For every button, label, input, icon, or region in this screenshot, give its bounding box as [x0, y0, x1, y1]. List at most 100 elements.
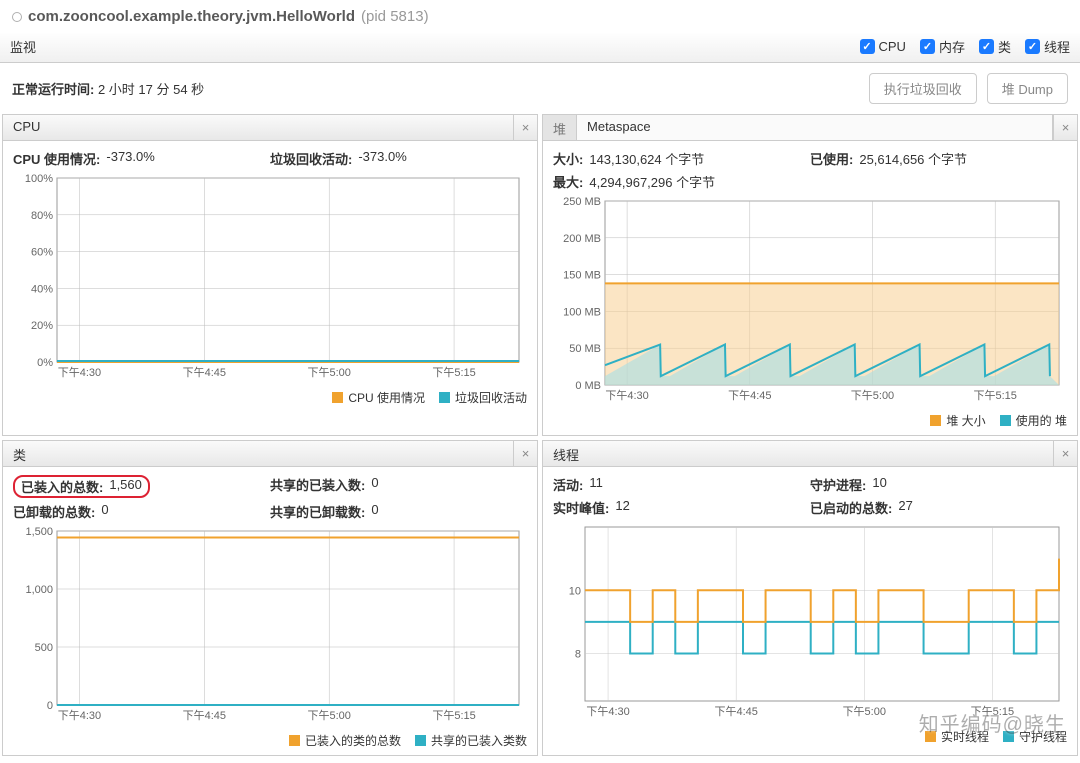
stat: 垃圾回收活动:-373.0%: [270, 147, 527, 170]
svg-text:下午5:15: 下午5:15: [971, 705, 1014, 718]
svg-text:20%: 20%: [31, 320, 53, 332]
tab-heap[interactable]: 堆: [543, 115, 577, 140]
svg-text:100 MB: 100 MB: [563, 306, 601, 318]
uptime-label: 正常运行时间:: [12, 82, 94, 97]
svg-text:下午4:30: 下午4:30: [586, 705, 629, 718]
stat: CPU 使用情况:-373.0%: [13, 147, 270, 170]
monitor-label: 监视: [10, 37, 36, 56]
svg-text:下午5:15: 下午5:15: [432, 366, 475, 379]
svg-text:下午4:45: 下午4:45: [183, 709, 226, 722]
svg-text:500: 500: [35, 642, 53, 654]
legend-item: CPU 使用情况: [332, 389, 425, 406]
stat: 实时峰值:12: [553, 496, 810, 519]
check-icon: ✓: [1025, 39, 1040, 54]
stat: 最大:4,294,967,296 个字节: [553, 170, 810, 193]
heap-dump-button[interactable]: 堆 Dump: [987, 73, 1068, 104]
svg-text:150 MB: 150 MB: [563, 270, 601, 282]
close-icon[interactable]: ×: [1053, 115, 1077, 140]
legend-item: 已装入的类的总数: [289, 732, 401, 749]
classes-stats: 已装入的总数:1,560共享的已装入数:0已卸载的总数:0共享的已卸载数:0: [3, 467, 537, 525]
checkbox-内存[interactable]: ✓内存: [920, 37, 965, 56]
stat: 已使用:25,614,656 个字节: [810, 147, 1067, 170]
svg-text:1,500: 1,500: [25, 526, 53, 538]
window-title-bar: com.zooncool.example.theory.jvm.HelloWor…: [0, 0, 1080, 33]
svg-text:80%: 80%: [31, 210, 53, 222]
legend-item: 实时线程: [925, 728, 989, 745]
threads-legend: 实时线程守护线程: [543, 726, 1077, 751]
cpu-stats: CPU 使用情况:-373.0%垃圾回收活动:-373.0%: [3, 141, 537, 172]
heap-stats: 大小:143,130,624 个字节已使用:25,614,656 个字节最大:4…: [543, 141, 1077, 195]
svg-text:0 MB: 0 MB: [575, 380, 601, 392]
checkbox-CPU[interactable]: ✓CPU: [860, 37, 906, 56]
svg-text:下午5:00: 下午5:00: [843, 705, 886, 718]
cpu-panel-title: CPU: [3, 115, 513, 140]
classes-panel-title: 类: [3, 441, 513, 466]
stat: 大小:143,130,624 个字节: [553, 147, 810, 170]
svg-text:下午4:30: 下午4:30: [58, 709, 101, 722]
status-dot-icon: [12, 12, 22, 22]
threads-chart: 10 8 下午4:30 下午4:45 下午5:00 下午5:15: [549, 521, 1065, 721]
process-title: com.zooncool.example.theory.jvm.HelloWor…: [28, 8, 355, 25]
stat: 守护进程:10: [810, 473, 1067, 496]
stat: 已启动的总数:27: [810, 496, 1067, 519]
monitor-checkboxes: ✓CPU ✓内存 ✓类 ✓线程: [860, 37, 1071, 56]
threads-panel-title: 线程: [543, 441, 1053, 466]
cpu-legend: CPU 使用情况垃圾回收活动: [3, 387, 537, 412]
legend-item: 守护线程: [1003, 728, 1067, 745]
stat: 共享的已卸载数:0: [270, 500, 527, 523]
monitor-bar: 监视 ✓CPU ✓内存 ✓类 ✓线程: [0, 33, 1080, 63]
stat: 共享的已装入数:0: [270, 473, 527, 500]
classes-panel: 类 × 已装入的总数:1,560共享的已装入数:0已卸载的总数:0共享的已卸载数…: [2, 440, 538, 756]
svg-text:200 MB: 200 MB: [563, 233, 601, 245]
panels-grid: CPU × CPU 使用情况:-373.0%垃圾回收活动:-373.0% 100…: [0, 114, 1080, 756]
legend-item: 堆 大小: [930, 412, 985, 429]
stat: 已卸载的总数:0: [13, 500, 270, 523]
svg-text:40%: 40%: [31, 283, 53, 295]
svg-text:下午5:00: 下午5:00: [307, 366, 350, 379]
svg-text:250 MB: 250 MB: [563, 196, 601, 208]
tab-metaspace[interactable]: Metaspace: [577, 115, 1053, 140]
svg-text:8: 8: [575, 649, 581, 661]
legend-item: 共享的已装入类数: [415, 732, 527, 749]
svg-text:下午4:45: 下午4:45: [728, 389, 771, 402]
classes-legend: 已装入的类的总数共享的已装入类数: [3, 730, 537, 755]
uptime-value: 2 小时 17 分 54 秒: [98, 82, 204, 97]
svg-text:下午5:00: 下午5:00: [851, 389, 894, 402]
legend-item: 使用的 堆: [1000, 412, 1067, 429]
svg-text:60%: 60%: [31, 247, 53, 259]
threads-panel: 线程 × 活动:11守护进程:10实时峰值:12已启动的总数:27 10 8 下午4…: [542, 440, 1078, 756]
classes-chart: 1,500 1,000 500 0 下午4:30 下午4:45 下午5:00 下午5:15: [9, 525, 525, 725]
svg-text:下午4:30: 下午4:30: [58, 366, 101, 379]
svg-text:1,000: 1,000: [25, 584, 53, 596]
svg-text:50 MB: 50 MB: [569, 343, 601, 355]
legend-item: 垃圾回收活动: [439, 389, 527, 406]
svg-text:下午5:00: 下午5:00: [307, 709, 350, 722]
heap-legend: 堆 大小使用的 堆: [543, 410, 1077, 435]
svg-text:下午4:30: 下午4:30: [605, 389, 648, 402]
check-icon: ✓: [979, 39, 994, 54]
threads-stats: 活动:11守护进程:10实时峰值:12已启动的总数:27: [543, 467, 1077, 521]
svg-text:下午4:45: 下午4:45: [714, 705, 757, 718]
gc-button[interactable]: 执行垃圾回收: [869, 73, 977, 104]
stat: 已装入的总数:1,560: [13, 473, 270, 500]
cpu-panel: CPU × CPU 使用情况:-373.0%垃圾回收活动:-373.0% 100…: [2, 114, 538, 436]
close-icon[interactable]: ×: [1053, 441, 1077, 466]
uptime-text: 正常运行时间: 2 小时 17 分 54 秒: [12, 79, 204, 98]
svg-text:下午5:15: 下午5:15: [432, 709, 475, 722]
uptime-row: 正常运行时间: 2 小时 17 分 54 秒 执行垃圾回收 堆 Dump: [0, 63, 1080, 114]
svg-text:0: 0: [47, 700, 53, 712]
svg-text:下午4:45: 下午4:45: [183, 366, 226, 379]
svg-text:下午5:15: 下午5:15: [973, 389, 1016, 402]
check-icon: ✓: [920, 39, 935, 54]
close-icon[interactable]: ×: [513, 441, 537, 466]
cpu-chart: 100% 80% 60% 40% 20% 0% 下午4:30 下午4:45 下午5:00 下午5:…: [9, 172, 525, 382]
svg-text:100%: 100%: [25, 173, 53, 185]
svg-text:0%: 0%: [37, 357, 53, 369]
heap-panel: 堆 Metaspace × 大小:143,130,624 个字节已使用:25,6…: [542, 114, 1078, 436]
close-icon[interactable]: ×: [513, 115, 537, 140]
checkbox-类[interactable]: ✓类: [979, 37, 1011, 56]
checkbox-线程[interactable]: ✓线程: [1025, 37, 1070, 56]
process-pid: (pid 5813): [361, 8, 429, 25]
svg-text:10: 10: [569, 585, 581, 597]
check-icon: ✓: [860, 39, 875, 54]
